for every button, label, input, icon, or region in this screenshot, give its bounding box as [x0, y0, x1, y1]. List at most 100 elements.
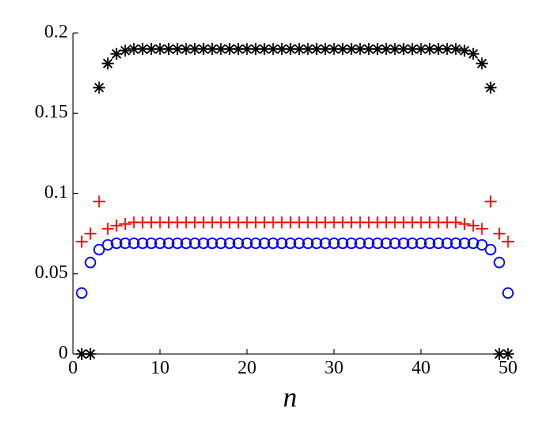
point [154, 43, 166, 56]
point [110, 219, 123, 232]
point [389, 237, 401, 250]
y-tick-label: 0.2 [44, 21, 68, 42]
point [441, 237, 453, 250]
point [458, 217, 471, 230]
point [127, 43, 140, 56]
point [380, 43, 393, 56]
point [249, 43, 262, 56]
point [162, 43, 175, 56]
point [75, 287, 88, 299]
point [476, 239, 488, 251]
point [397, 237, 410, 250]
y-tick-label: 0 [59, 342, 69, 363]
x-tick-label: 20 [238, 357, 257, 378]
point [84, 227, 97, 240]
point [328, 237, 340, 250]
point [197, 43, 210, 56]
y-tick-label: 0.1 [44, 182, 68, 203]
point [319, 237, 332, 250]
point [423, 237, 436, 250]
point [484, 81, 497, 94]
point [232, 237, 245, 250]
point [432, 43, 445, 56]
point [493, 227, 506, 240]
point [380, 237, 392, 250]
x-tick-label: 50 [499, 357, 518, 378]
point [423, 43, 436, 56]
point [162, 237, 175, 250]
point [293, 43, 306, 56]
point [188, 43, 201, 56]
y-tick-label: 0.05 [35, 262, 68, 283]
point [284, 43, 297, 56]
point [284, 237, 297, 250]
point [189, 237, 201, 250]
point [102, 239, 114, 251]
point [502, 235, 514, 248]
point [206, 237, 218, 250]
point [302, 237, 314, 250]
point [354, 237, 366, 250]
point [362, 43, 375, 56]
point [502, 287, 514, 299]
point [101, 57, 114, 70]
point [93, 243, 105, 256]
point [75, 235, 88, 248]
point [475, 222, 488, 235]
point [119, 237, 131, 250]
point [345, 237, 358, 250]
point [388, 43, 401, 56]
point [363, 237, 375, 250]
point [258, 43, 271, 56]
point [371, 43, 384, 56]
point [458, 237, 471, 250]
point [345, 43, 358, 56]
point [154, 237, 166, 250]
point [415, 237, 427, 250]
point [180, 237, 192, 250]
point [214, 43, 227, 56]
point [484, 243, 497, 256]
point [171, 237, 184, 250]
point [136, 43, 149, 56]
point [93, 195, 106, 208]
point [84, 256, 97, 269]
point [171, 43, 184, 56]
point [75, 348, 88, 360]
point [336, 43, 349, 56]
point [84, 348, 97, 360]
point [110, 47, 123, 60]
point [467, 219, 480, 232]
y-tick-label: 0.15 [35, 102, 68, 123]
point [415, 43, 427, 56]
point [232, 43, 245, 56]
point [276, 237, 288, 250]
point [275, 43, 288, 56]
point [180, 43, 193, 56]
point [484, 195, 497, 208]
point [371, 237, 384, 250]
point [441, 43, 454, 56]
point [197, 237, 210, 250]
point [223, 237, 236, 250]
point [475, 57, 488, 70]
point [310, 43, 323, 56]
point [267, 43, 280, 56]
point [145, 43, 158, 56]
x-tick-label: 30 [325, 357, 344, 378]
point [450, 237, 462, 250]
x-axis-label: n [283, 382, 297, 413]
point [241, 237, 253, 250]
point [458, 44, 471, 57]
point [397, 43, 410, 56]
point [293, 237, 305, 250]
point [301, 43, 314, 56]
point [249, 237, 262, 250]
point [110, 237, 123, 250]
x-tick-label: 0 [68, 357, 78, 378]
point [406, 43, 419, 56]
point [258, 237, 271, 250]
point [223, 43, 236, 56]
point [267, 237, 279, 250]
